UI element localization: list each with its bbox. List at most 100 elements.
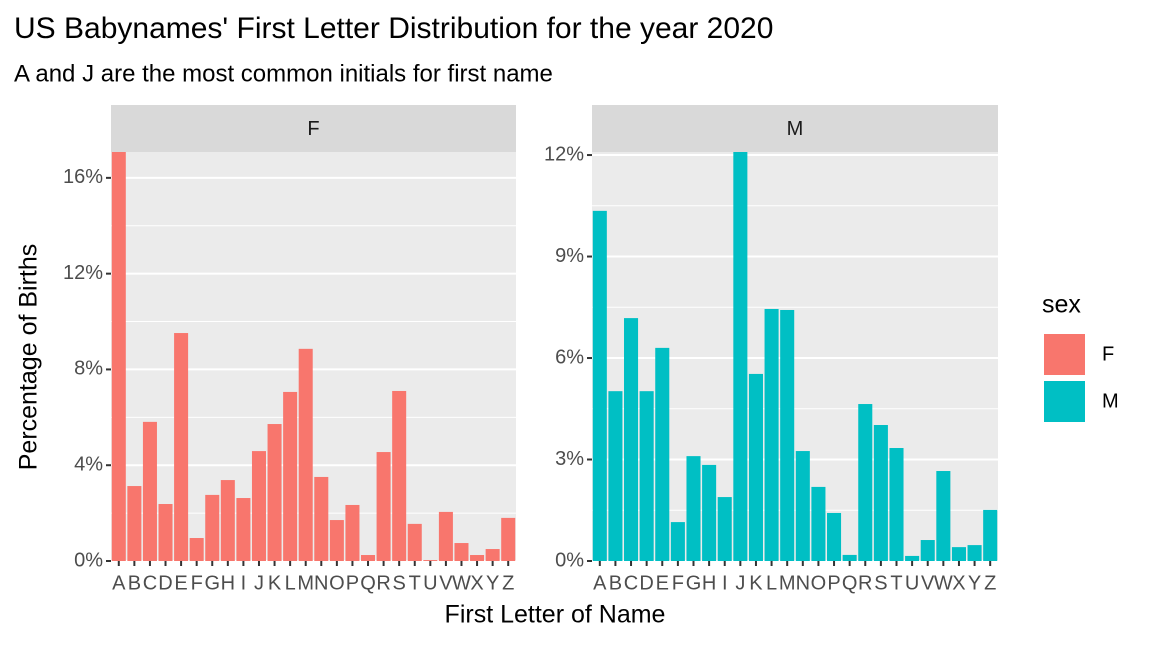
bar bbox=[702, 464, 717, 561]
strip bbox=[592, 105, 998, 152]
bar bbox=[905, 555, 920, 561]
bar bbox=[655, 347, 670, 561]
bar bbox=[142, 421, 157, 561]
bar bbox=[314, 476, 329, 561]
y-tick-label: 9% bbox=[555, 245, 584, 267]
x-tick-label: Y bbox=[968, 572, 981, 594]
bar bbox=[795, 451, 810, 561]
x-tick-label: K bbox=[749, 572, 763, 594]
y-tick-label: 8% bbox=[74, 358, 103, 380]
bar bbox=[920, 540, 935, 561]
bar bbox=[639, 391, 654, 561]
bar bbox=[889, 448, 904, 561]
x-tick-label: N bbox=[314, 572, 328, 594]
strip-label: M bbox=[787, 118, 804, 140]
x-tick-label: J bbox=[254, 572, 264, 594]
strip bbox=[111, 105, 516, 152]
x-tick-label: E bbox=[174, 572, 187, 594]
bar bbox=[733, 152, 748, 561]
bar bbox=[951, 547, 966, 561]
x-tick-label: D bbox=[158, 572, 172, 594]
x-tick-label: P bbox=[827, 572, 840, 594]
bar bbox=[205, 494, 220, 561]
bar bbox=[717, 497, 732, 561]
y-tick-label: 0% bbox=[555, 549, 584, 571]
x-tick-label: V bbox=[439, 572, 453, 594]
x-tick-label: M bbox=[297, 572, 314, 594]
x-tick-label: B bbox=[128, 572, 141, 594]
x-tick-label: F bbox=[191, 572, 203, 594]
x-tick-label: R bbox=[858, 572, 872, 594]
bar bbox=[329, 520, 344, 561]
bar bbox=[485, 549, 500, 561]
bar bbox=[780, 309, 795, 561]
bar bbox=[438, 511, 453, 561]
x-axis-title: First Letter of Name bbox=[445, 601, 666, 629]
x-tick-label: I bbox=[722, 572, 728, 594]
y-tick-label: 3% bbox=[555, 448, 584, 470]
x-tick-label: S bbox=[874, 572, 887, 594]
x-tick-label: G bbox=[204, 572, 220, 594]
y-tick-label: 4% bbox=[74, 453, 103, 475]
bar bbox=[592, 210, 607, 561]
bar bbox=[251, 451, 266, 561]
x-tick-label: X bbox=[470, 572, 483, 594]
y-tick-label: 12% bbox=[63, 262, 103, 284]
x-tick-label: E bbox=[656, 572, 669, 594]
x-tick-label: S bbox=[393, 572, 406, 594]
x-tick-label: C bbox=[143, 572, 157, 594]
x-tick-label: X bbox=[952, 572, 965, 594]
bar bbox=[858, 404, 873, 561]
bar bbox=[873, 425, 888, 561]
panel bbox=[111, 152, 516, 561]
bar bbox=[267, 424, 282, 561]
x-tick-label: Z bbox=[984, 572, 996, 594]
legend-key bbox=[1042, 332, 1087, 377]
bar bbox=[624, 318, 639, 561]
bar bbox=[127, 486, 142, 561]
bar bbox=[376, 452, 391, 561]
x-tick-label: H bbox=[221, 572, 235, 594]
y-tick-label: 12% bbox=[544, 143, 584, 165]
x-tick-label: J bbox=[735, 572, 745, 594]
x-tick-label: R bbox=[376, 572, 390, 594]
bar bbox=[298, 348, 313, 561]
bar bbox=[686, 456, 701, 561]
x-tick-label: O bbox=[811, 572, 827, 594]
x-tick-label: K bbox=[268, 572, 282, 594]
y-tick-label: 6% bbox=[555, 346, 584, 368]
x-tick-label: A bbox=[593, 572, 607, 594]
x-tick-label: N bbox=[796, 572, 810, 594]
chart-subtitle: A and J are the most common initials for… bbox=[14, 60, 553, 87]
bar bbox=[936, 471, 951, 561]
y-axis-title: Percentage of Births bbox=[15, 244, 43, 471]
bar bbox=[983, 509, 998, 561]
bar bbox=[748, 373, 763, 561]
bar bbox=[811, 486, 826, 561]
chart-title: US Babynames' First Letter Distribution … bbox=[14, 12, 773, 45]
x-tick-label: V bbox=[921, 572, 935, 594]
x-tick-label: G bbox=[686, 572, 702, 594]
bar bbox=[158, 504, 173, 561]
bar bbox=[967, 545, 982, 561]
x-tick-label: Q bbox=[360, 572, 376, 594]
bar bbox=[423, 560, 438, 561]
bar bbox=[407, 523, 422, 561]
x-tick-label: O bbox=[329, 572, 345, 594]
x-tick-label: Y bbox=[486, 572, 499, 594]
x-tick-label: L bbox=[285, 572, 296, 594]
x-tick-label: Q bbox=[842, 572, 858, 594]
x-tick-label: I bbox=[241, 572, 247, 594]
x-tick-label: B bbox=[609, 572, 622, 594]
legend-label: F bbox=[1102, 343, 1114, 365]
x-tick-label: T bbox=[890, 572, 902, 594]
x-tick-label: L bbox=[766, 572, 777, 594]
strip-label: F bbox=[307, 118, 319, 140]
legend-label: M bbox=[1102, 390, 1119, 412]
x-tick-label: C bbox=[624, 572, 638, 594]
x-tick-label: U bbox=[905, 572, 919, 594]
x-tick-label: W bbox=[452, 572, 471, 594]
bar bbox=[236, 498, 251, 561]
